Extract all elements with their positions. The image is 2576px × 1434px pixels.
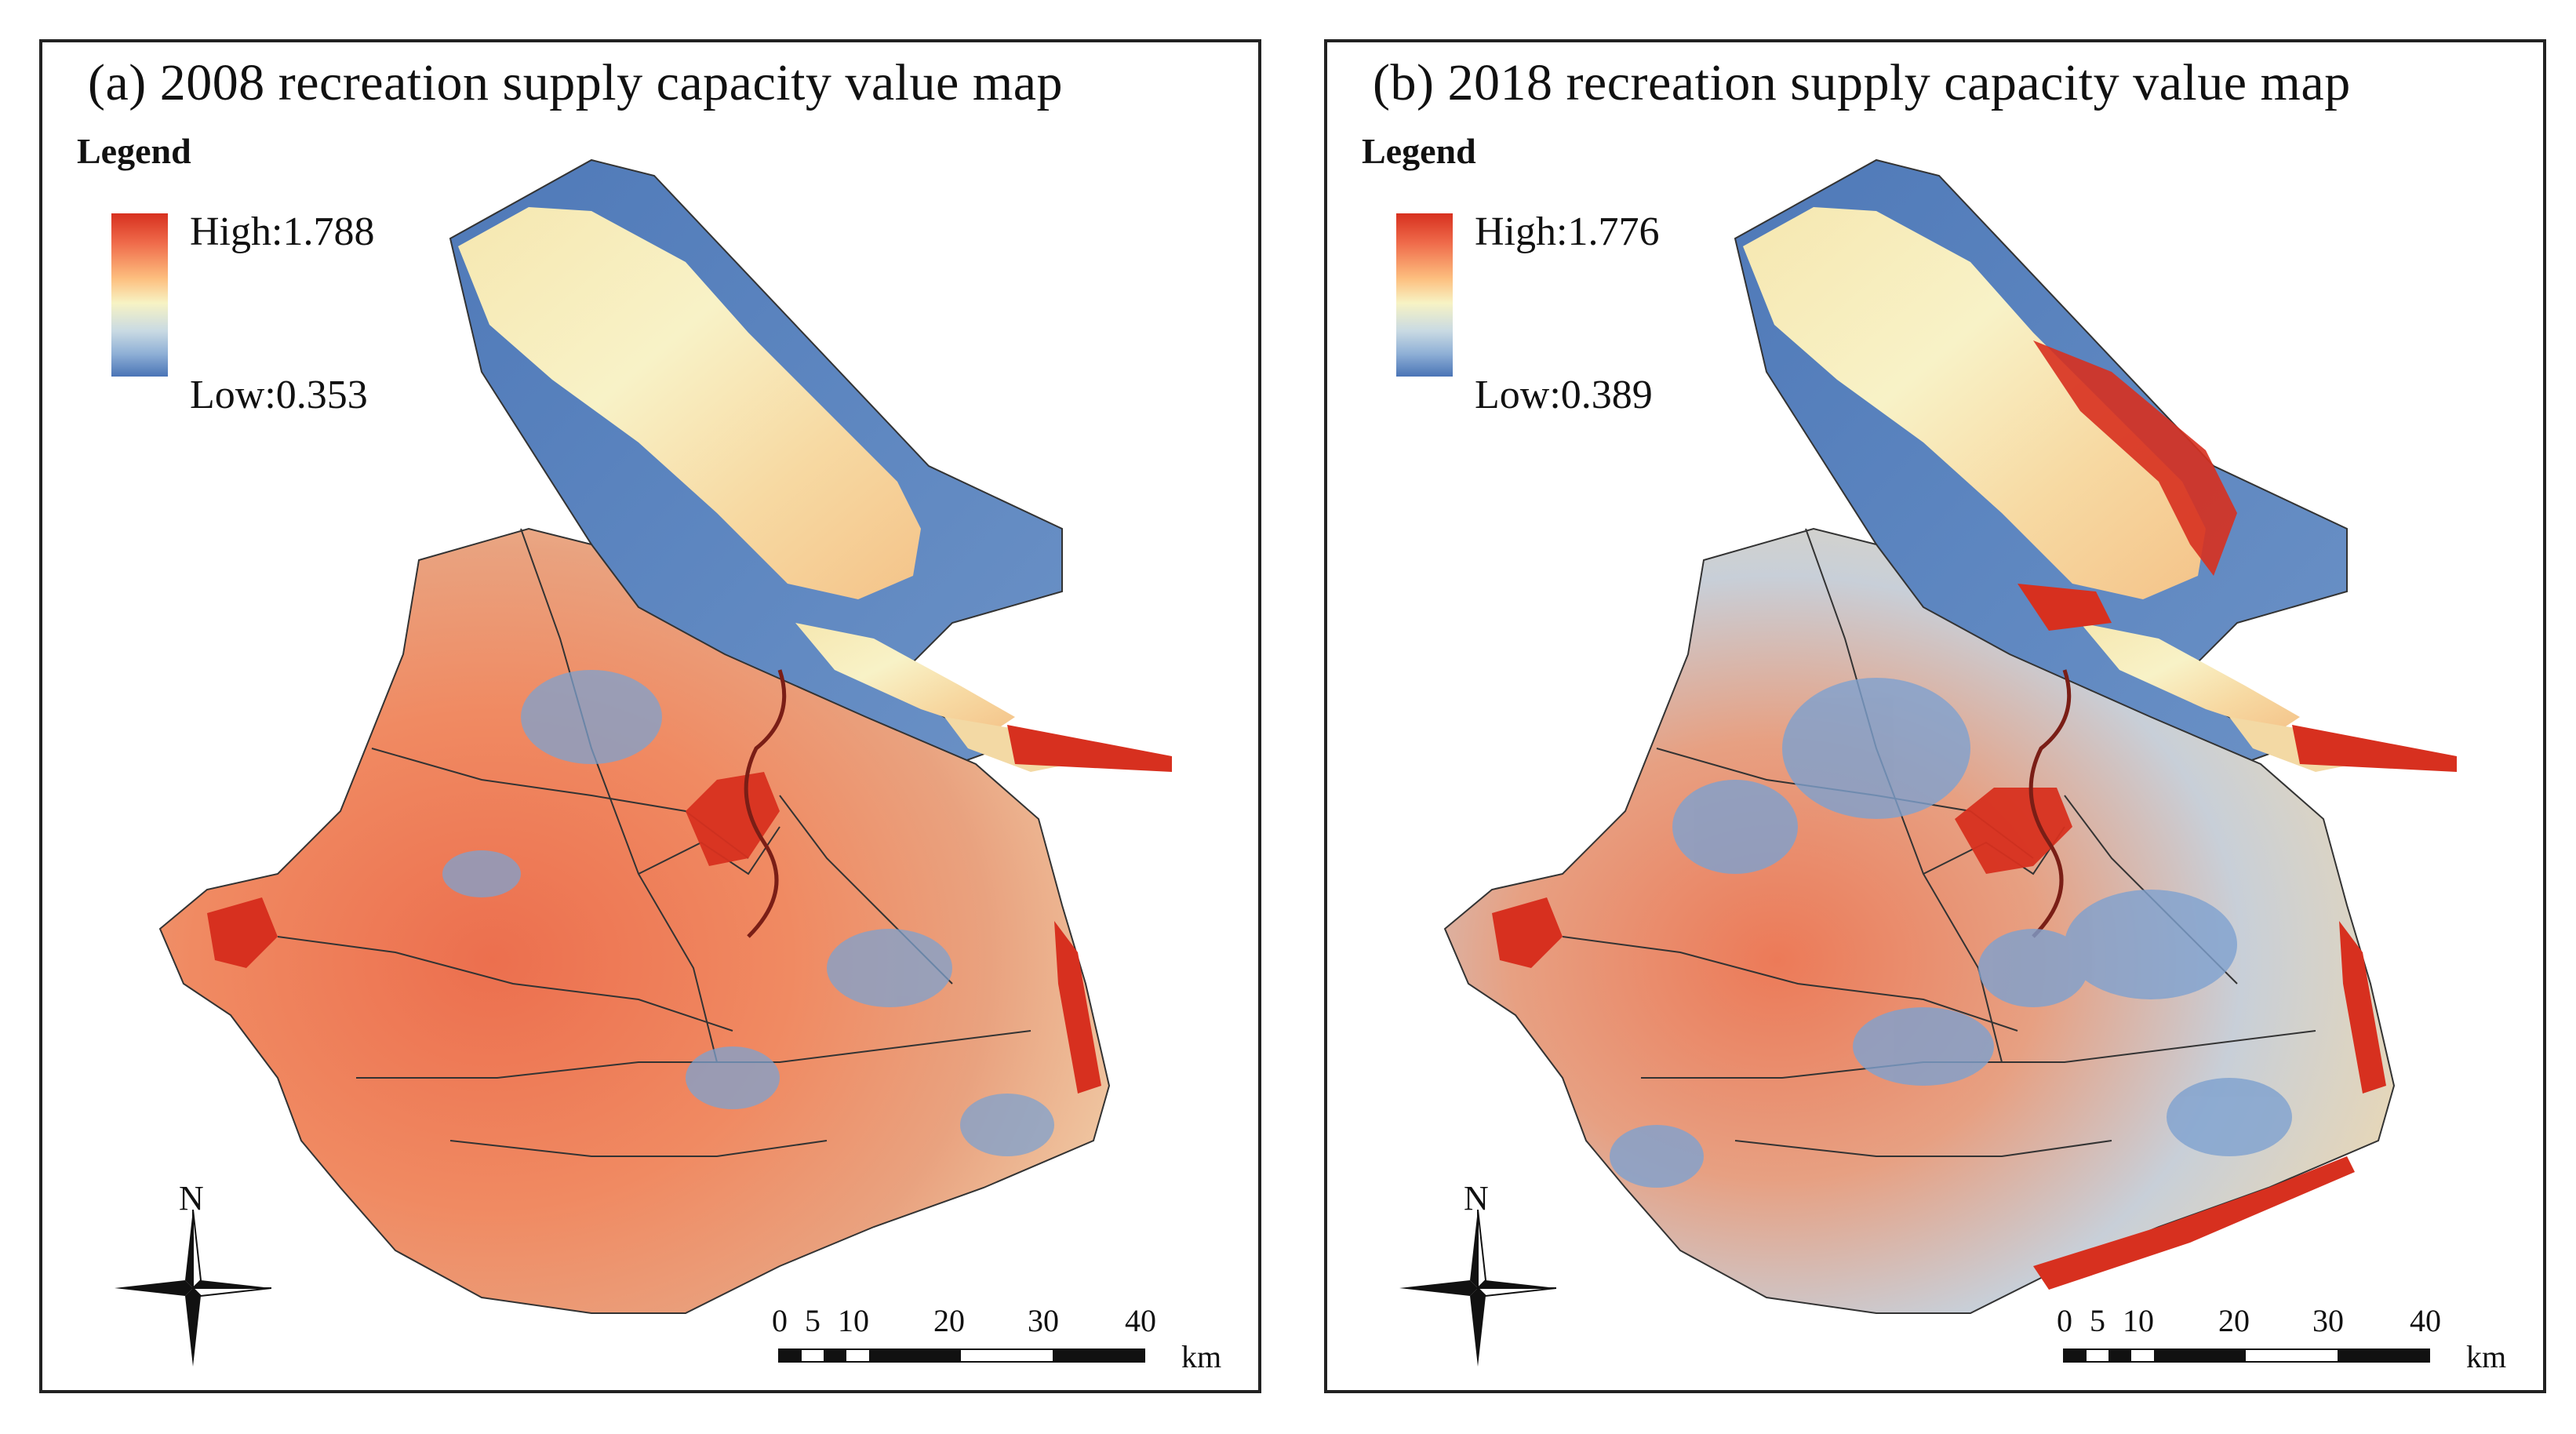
mainland xyxy=(158,527,1111,1314)
north-arrow-icon xyxy=(1399,1210,1556,1367)
central-hotspot xyxy=(686,772,780,866)
scale-tick: 40 xyxy=(1125,1303,1156,1338)
dianshan-lake xyxy=(207,897,278,968)
pudong-airport-strip xyxy=(2292,725,2457,772)
scale-unit: km xyxy=(1181,1339,1222,1374)
legend-high-label: High:1.776 xyxy=(1475,209,1660,254)
scale-tick: 30 xyxy=(1028,1303,1059,1338)
huangpu-river xyxy=(744,669,787,938)
legend-heading: Legend xyxy=(1362,131,1476,171)
central-hotspot xyxy=(1955,788,2072,874)
scale-tick: 20 xyxy=(2218,1303,2250,1338)
scale-bar xyxy=(2063,1348,2430,1363)
coastal-strip xyxy=(1054,921,1101,1094)
scale-unit: km xyxy=(2466,1339,2507,1374)
chongming-island xyxy=(1743,207,2206,599)
map-canvas xyxy=(158,158,1172,1314)
chongming-coast-red xyxy=(2033,340,2237,576)
legend-low-label: Low:0.353 xyxy=(190,373,368,417)
north-label: N xyxy=(179,1179,204,1217)
scale-tick: 5 xyxy=(805,1303,820,1338)
map-canvas xyxy=(1443,158,2457,1314)
huangpu-river xyxy=(2028,669,2072,938)
changxing-red xyxy=(2018,584,2112,631)
map-title: (b) 2018 recreation supply capacity valu… xyxy=(1373,54,2351,111)
southern-coast-red xyxy=(2033,1156,2355,1290)
district-boundaries xyxy=(1562,528,2316,1157)
map-panel-2008: (a) 2008 recreation supply capacity valu… xyxy=(39,39,1261,1393)
dianshan-lake xyxy=(1492,897,1563,968)
scale-tick: 40 xyxy=(2410,1303,2441,1338)
legend-low-label: Low:0.389 xyxy=(1475,373,1653,417)
scale-tick-labels: 0 5 10 20 30 40 xyxy=(2049,1302,2465,1341)
legend-heading: Legend xyxy=(77,131,191,171)
scale-tick: 0 xyxy=(2057,1303,2072,1338)
scale-bar xyxy=(778,1348,1145,1363)
district-boundaries xyxy=(277,528,1031,1157)
scale-tick: 0 xyxy=(772,1303,788,1338)
low-value-patches xyxy=(442,670,1054,1156)
changxing-island xyxy=(2080,623,2300,733)
changxing-island xyxy=(795,623,1015,733)
scale-tick-labels: 0 5 10 20 30 40 xyxy=(764,1302,1180,1341)
mainland xyxy=(1443,527,2396,1314)
scale-tick: 10 xyxy=(838,1303,869,1338)
legend-color-ramp xyxy=(111,213,168,377)
scale-tick: 20 xyxy=(933,1303,965,1338)
north-label: N xyxy=(1464,1179,1489,1217)
north-arrow-icon xyxy=(115,1210,271,1367)
coastal-strip xyxy=(2339,921,2386,1094)
scale-tick: 5 xyxy=(2090,1303,2105,1338)
pudong-airport-strip xyxy=(1007,725,1172,772)
map-title: (a) 2008 recreation supply capacity valu… xyxy=(88,54,1063,111)
low-value-patches xyxy=(1610,678,2292,1188)
scale-tick: 30 xyxy=(2312,1303,2344,1338)
legend-high-label: High:1.788 xyxy=(190,209,375,254)
legend-color-ramp xyxy=(1396,213,1453,377)
chongming-island xyxy=(458,207,921,599)
map-panel-2018: (b) 2018 recreation supply capacity valu… xyxy=(1324,39,2546,1393)
scale-tick: 10 xyxy=(2123,1303,2154,1338)
